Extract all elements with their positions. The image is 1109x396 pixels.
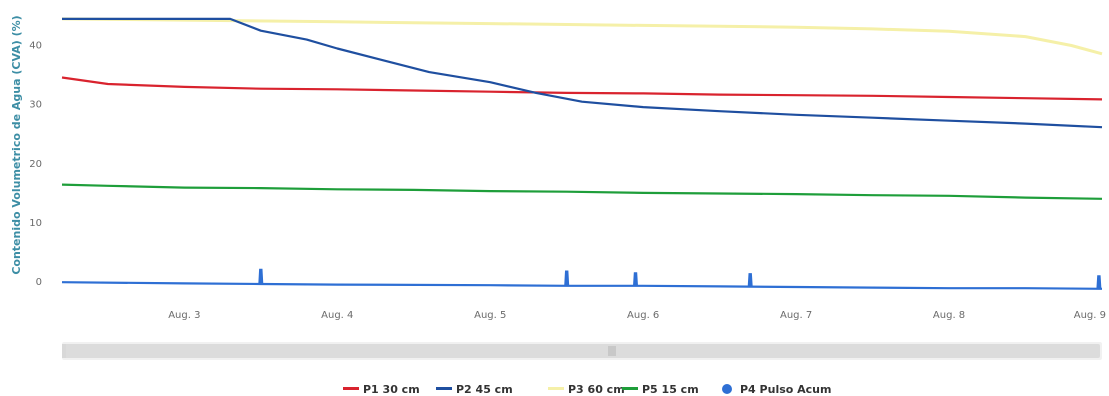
legend-item-p5-15-cm[interactable]: P5 15 cm <box>622 383 699 396</box>
y-axis-label: Contenido Volumetrico de Agua (CVA) (%) <box>10 15 23 274</box>
x-tick-label: Aug. 7 <box>780 310 812 321</box>
legend-marker-icon <box>722 384 732 394</box>
x-tick-label: Aug. 8 <box>933 310 965 321</box>
y-tick-label: 0 <box>36 277 42 288</box>
pulse-spike <box>747 273 753 288</box>
series-lines <box>61 17 1103 290</box>
pulse-spike <box>1096 275 1102 290</box>
legend-label: P1 30 cm <box>363 383 420 396</box>
legend-line-icon <box>548 387 564 390</box>
legend-line-icon <box>622 387 638 390</box>
y-tick-label: 40 <box>29 41 42 52</box>
x-tick-label: Aug. 4 <box>321 310 353 321</box>
legend-item-p1-30-cm[interactable]: P1 30 cm <box>343 383 420 396</box>
x-tick-label: Aug. 5 <box>474 310 506 321</box>
legend-label: P2 45 cm <box>456 383 513 396</box>
pulse-spike <box>564 270 570 287</box>
navigator-center-grip[interactable] <box>608 346 616 356</box>
legend-line-icon <box>343 387 359 390</box>
series-line-p2-45-cm <box>62 17 1103 129</box>
x-tick-label: Aug. 6 <box>627 310 659 321</box>
y-tick-label: 30 <box>29 100 42 111</box>
legend-label: P5 15 cm <box>642 383 699 396</box>
x-tick-labels: Aug. 3 Aug. 4 Aug. 5 Aug. 6 Aug. 7 Aug. 8 Aug.… <box>168 310 1106 321</box>
pulse-spike <box>258 268 264 285</box>
legend-item-p3-60-cm[interactable]: P3 60 cm <box>548 383 625 396</box>
legend-label: P3 60 cm <box>568 383 625 396</box>
y-tick-labels: 0 10 20 30 40 <box>29 41 42 289</box>
range-navigator[interactable] <box>62 342 1102 360</box>
legend-item-p4-pulso-acum[interactable]: P4 Pulso Acum <box>722 383 831 396</box>
navigator-selection[interactable] <box>64 344 1100 358</box>
y-tick-label: 20 <box>29 159 42 170</box>
y-tick-label: 10 <box>29 218 42 229</box>
x-tick-label: Aug. 3 <box>168 310 200 321</box>
x-tick-label: Aug. 9 <box>1074 310 1106 321</box>
legend-label: P4 Pulso Acum <box>740 383 831 396</box>
legend-item-p2-45-cm[interactable]: P2 45 cm <box>436 383 513 396</box>
legend-line-icon <box>436 387 452 390</box>
series-line-p5-15-cm <box>61 183 1103 200</box>
navigator-left-handle[interactable] <box>62 344 66 358</box>
legend: P1 30 cm P2 45 cm P3 60 cm P5 15 cm P4 Pulso… <box>343 383 831 396</box>
series-line-p1-30-cm <box>61 76 1103 101</box>
series-line-p4-pulso-acum <box>61 281 1103 290</box>
pulse-spike <box>632 272 639 287</box>
series-line-p3-60-cm <box>61 17 1103 56</box>
